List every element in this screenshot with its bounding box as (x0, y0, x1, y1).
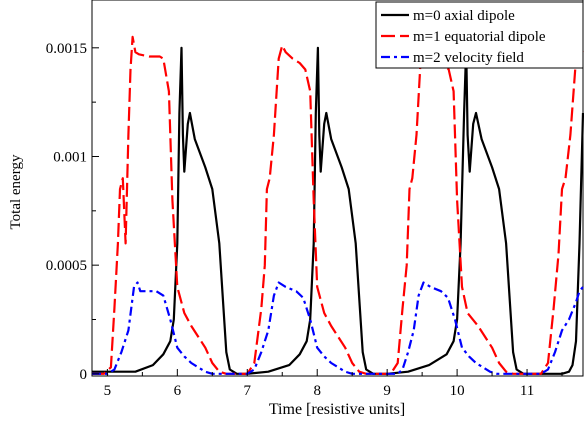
x-tick-label-0: 5 (104, 383, 112, 399)
y-tick-label-0: 0 (80, 367, 88, 383)
x-tick-label-4: 9 (383, 383, 391, 399)
y-tick-label-1: 0.0005 (46, 258, 87, 274)
x-tick-label-3: 8 (313, 383, 321, 399)
x-tick-label-6: 11 (520, 383, 534, 399)
series-line-2 (92, 281, 584, 375)
legend-label-1: m=1 equatorial dipole (413, 29, 546, 45)
legend: m=0 axial dipole m=1 equatorial dipole m=2… (375, 1, 584, 69)
x-axis-label: Time [resistive units] (269, 401, 405, 418)
x-tick-label-2: 7 (244, 383, 252, 399)
x-tick-label-5: 10 (450, 383, 465, 399)
series-line-1 (92, 35, 584, 375)
legend-label-2: m=2 velocity field (413, 50, 524, 66)
y-tick-label-3: 0.0015 (46, 41, 87, 57)
series-line-0 (92, 46, 584, 375)
y-tick-label-2: 0.001 (53, 149, 87, 165)
legend-label-0: m=0 axial dipole (413, 8, 515, 24)
y-axis-label: Total energy (8, 154, 24, 229)
ticks-layer: 5 6 7 8 9 10 11 0 0.0005 0.001 0.0015 (46, 41, 563, 399)
x-tick-label-1: 6 (174, 383, 182, 399)
series-layer (92, 35, 584, 375)
legend-box (375, 1, 584, 69)
